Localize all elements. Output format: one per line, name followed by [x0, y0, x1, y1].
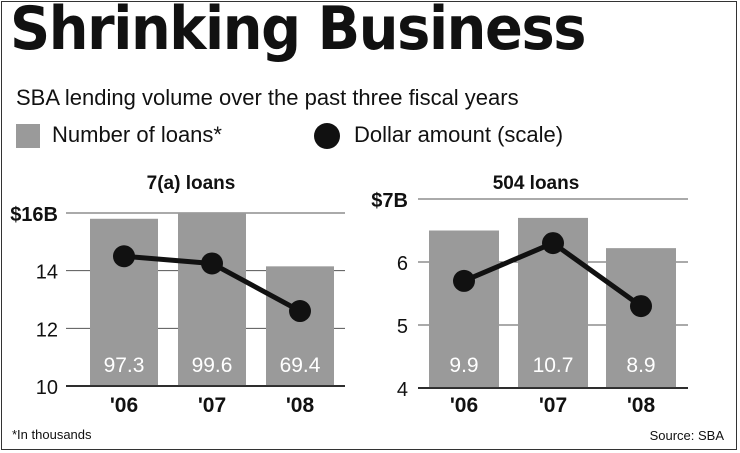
y-tick-label-504: $7B [371, 190, 408, 212]
legend-swatch-line [314, 123, 340, 149]
dollar-point-504 [542, 232, 564, 255]
dollar-point-7a [289, 300, 311, 323]
bar-504 [606, 248, 676, 388]
y-tick-label-504: 5 [397, 316, 408, 338]
legend-label-line: Dollar amount (scale) [354, 122, 564, 147]
legend-swatch-bars [16, 124, 40, 148]
bar-value-label-7a: 99.6 [192, 354, 233, 377]
dollar-point-7a [113, 245, 135, 268]
panel-title-7a: 7(a) loans [147, 173, 236, 194]
y-tick-label-7a: $16B [10, 204, 58, 226]
bar-value-label-7a: 97.3 [104, 354, 145, 377]
bar-7a [266, 266, 334, 386]
bar-7a [178, 213, 246, 386]
dollar-point-504 [630, 295, 652, 318]
x-tick-label-504: '06 [450, 394, 478, 417]
bar-value-label-504: 8.9 [626, 354, 655, 377]
legend-label-bars: Number of loans* [52, 122, 222, 147]
x-tick-label-7a: '08 [286, 394, 315, 417]
source-note: Source: SBA [649, 428, 724, 443]
bar-504 [429, 230, 499, 388]
x-tick-label-504: '08 [627, 394, 656, 417]
y-tick-label-7a: 14 [36, 262, 58, 284]
x-tick-label-7a: '06 [110, 394, 138, 417]
dollar-point-7a [201, 252, 223, 275]
y-tick-label-504: 4 [397, 379, 408, 401]
footnote: *In thousands [12, 427, 92, 442]
dollar-point-504 [453, 269, 475, 292]
y-tick-label-504: 6 [397, 253, 408, 275]
y-tick-label-7a: 10 [36, 377, 58, 399]
bar-value-label-504: 9.9 [449, 354, 478, 377]
x-tick-label-7a: '07 [198, 394, 226, 417]
chart-title: Shrinking Business [10, 0, 586, 64]
bar-value-label-504: 10.7 [533, 354, 574, 377]
panel-title-504: 504 loans [493, 173, 580, 194]
y-tick-label-7a: 12 [36, 319, 58, 341]
bar-value-label-7a: 69.4 [280, 354, 321, 377]
x-tick-label-504: '07 [539, 394, 567, 417]
chart-subtitle: SBA lending volume over the past three f… [16, 85, 519, 110]
